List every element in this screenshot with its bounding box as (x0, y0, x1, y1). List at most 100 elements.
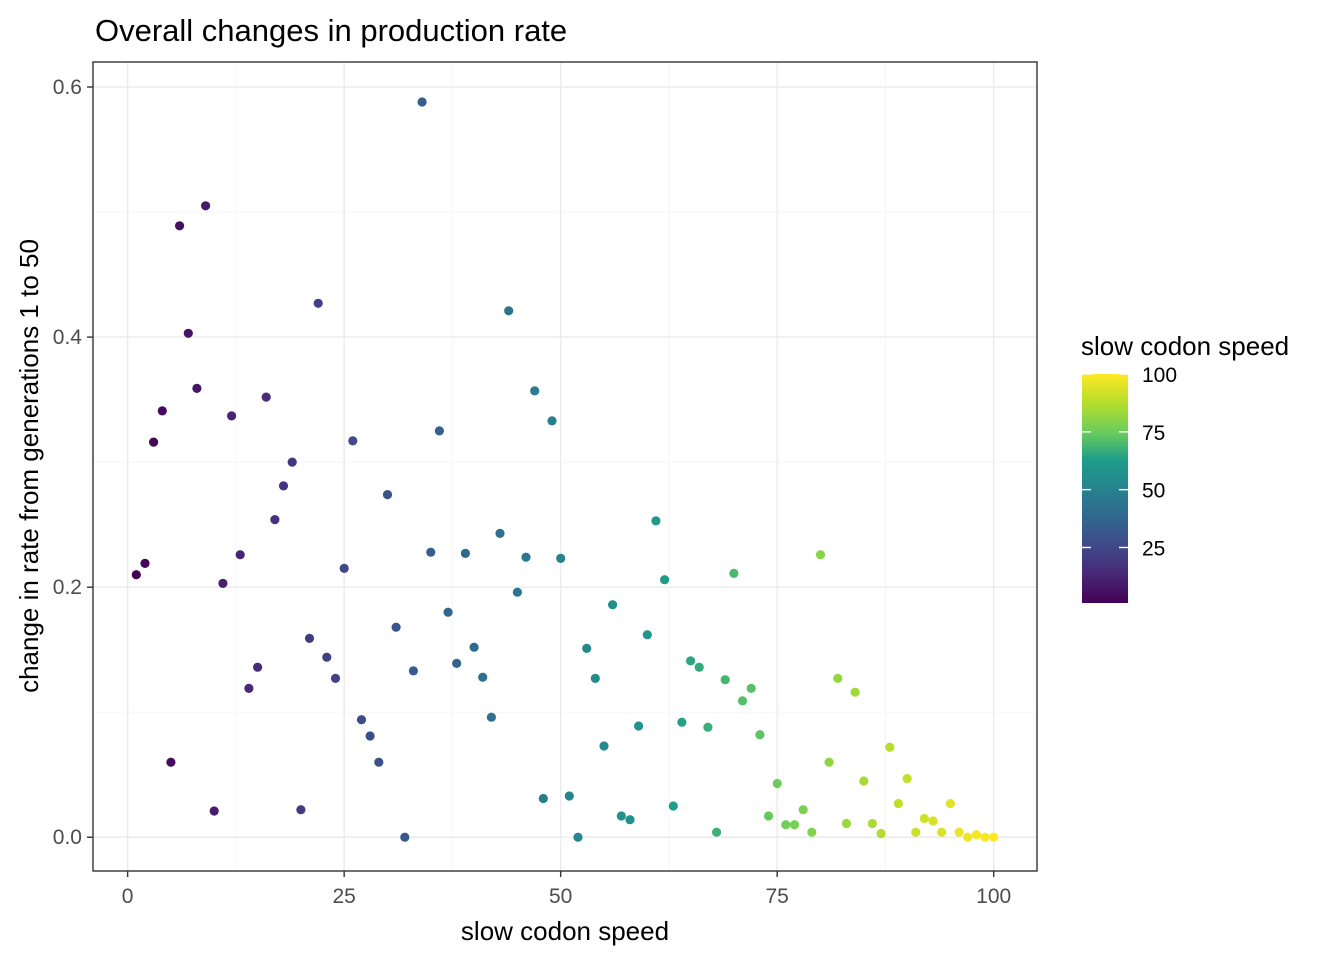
data-point (304, 633, 315, 644)
x-tick-label: 0 (122, 885, 134, 908)
data-point (157, 406, 167, 416)
data-point (192, 383, 202, 393)
data-point (815, 550, 826, 560)
data-point (140, 558, 150, 569)
data-point (763, 811, 774, 821)
data-point (789, 820, 800, 830)
data-point (859, 776, 869, 786)
data-point (556, 553, 566, 564)
data-point (989, 832, 999, 842)
data-point (634, 721, 644, 731)
data-point (166, 757, 176, 767)
colorbar (1082, 374, 1128, 603)
data-point (798, 805, 808, 815)
data-point (582, 643, 592, 654)
data-point (218, 578, 228, 589)
data-point (703, 722, 713, 732)
data-point (911, 827, 921, 837)
data-point (530, 386, 540, 396)
data-point (937, 827, 947, 837)
data-point (235, 550, 245, 560)
data-point (625, 815, 635, 825)
data-point (356, 715, 367, 725)
data-point (365, 731, 375, 741)
data-point (131, 570, 141, 580)
x-tick-label: 100 (976, 885, 1011, 908)
data-point (521, 552, 531, 562)
data-point (564, 791, 574, 801)
data-point (954, 827, 964, 837)
data-point (608, 600, 618, 610)
data-point (296, 805, 306, 815)
data-point (686, 656, 696, 666)
data-point (720, 675, 730, 685)
data-point (841, 818, 852, 829)
data-point (261, 392, 271, 402)
data-point (833, 673, 843, 684)
data-point (538, 793, 548, 804)
data-point (824, 757, 834, 767)
data-points (131, 97, 999, 842)
colorbar-tick-label: 50 (1142, 480, 1165, 503)
data-point (253, 662, 263, 672)
data-point (712, 827, 722, 837)
data-point (209, 806, 219, 816)
x-axis-ticks: 0 25 50 75 100 (122, 871, 1011, 908)
data-point (408, 666, 418, 676)
data-point (807, 827, 817, 837)
data-point (694, 662, 704, 672)
data-point (668, 801, 678, 811)
data-point (382, 490, 393, 500)
colorbar-tick-label: 25 (1142, 537, 1165, 560)
data-point (746, 683, 756, 694)
data-point (417, 97, 427, 107)
data-point (348, 436, 358, 446)
data-point (278, 481, 289, 491)
data-point (322, 652, 332, 662)
data-point (486, 712, 496, 722)
data-point (495, 528, 505, 539)
y-axis-ticks: 0.0 0.2 0.4 0.6 (53, 76, 93, 849)
data-point (339, 563, 349, 574)
data-point (452, 658, 462, 669)
data-point (850, 687, 860, 697)
data-point (599, 741, 609, 751)
data-point (772, 778, 782, 789)
data-point (755, 730, 765, 740)
data-point (313, 298, 323, 308)
data-point (374, 757, 384, 767)
y-axis-title: change in rate from generations 1 to 50 (14, 239, 44, 693)
data-point (547, 416, 557, 426)
data-point (876, 828, 886, 839)
data-point (867, 818, 878, 829)
data-point (945, 798, 956, 809)
data-point (391, 622, 401, 632)
data-point (443, 607, 453, 617)
data-point (478, 672, 488, 682)
data-point (963, 832, 973, 842)
data-point (885, 742, 895, 752)
data-point (149, 437, 159, 447)
data-point (434, 426, 444, 436)
data-point (590, 673, 600, 684)
data-point (781, 820, 791, 830)
y-tick-label: 0.2 (53, 576, 82, 599)
data-point (616, 811, 626, 821)
plot-panel-border (92, 61, 1038, 872)
x-axis-title: slow codon speed (461, 916, 669, 946)
data-point (330, 673, 341, 684)
data-point (971, 830, 982, 840)
colorbar-tick-label: 100 (1142, 364, 1177, 387)
data-point (660, 575, 670, 585)
data-point (928, 816, 938, 826)
data-point (287, 457, 297, 467)
data-point (400, 832, 410, 842)
data-point (893, 798, 904, 809)
data-point (980, 832, 990, 842)
data-point (244, 683, 254, 694)
data-point (175, 221, 185, 231)
x-tick-label: 25 (332, 885, 355, 908)
y-tick-label: 0.4 (53, 326, 83, 349)
data-point (469, 642, 479, 652)
